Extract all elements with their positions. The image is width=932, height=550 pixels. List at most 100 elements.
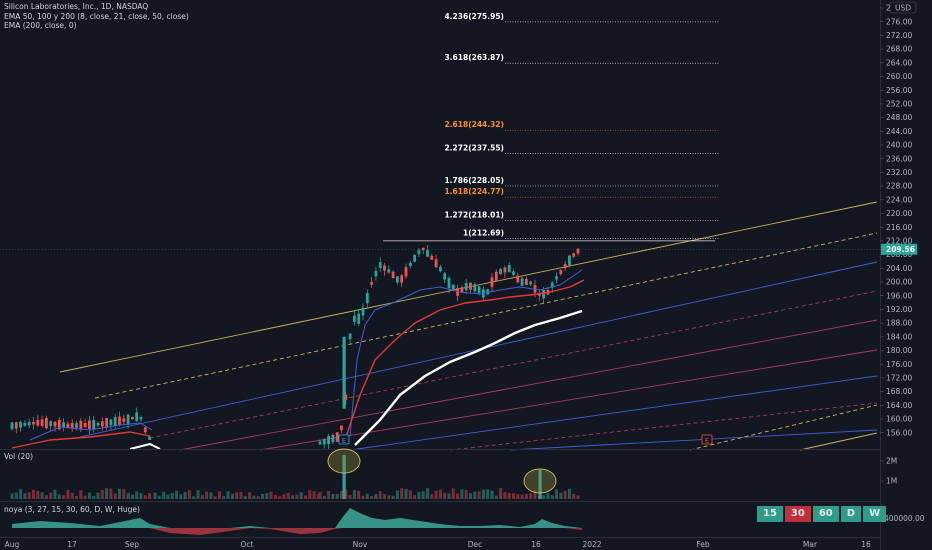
candle-body (327, 435, 330, 445)
fib-label: 2.618(244.32) (444, 120, 504, 129)
candle-body (486, 289, 490, 295)
oscillator-legend[interactable]: noya (3, 27, 15, 30, 60, D, W, Huge) (4, 505, 140, 514)
ema-50-line (129, 443, 161, 450)
candle-body (353, 315, 356, 322)
volume-bar (23, 493, 27, 499)
volume-bar (105, 488, 109, 499)
price-tick-label: 236.00 (886, 154, 912, 163)
price-tick-label: 160.00 (886, 415, 912, 424)
volume-bar (235, 492, 239, 499)
price-tick-label: 220.00 (886, 209, 912, 218)
timeframe-buttons: 15 30 60 D W (757, 506, 887, 522)
candle-body (342, 336, 346, 409)
candle-body (109, 419, 113, 426)
timeframe-15-button[interactable]: 15 (757, 506, 783, 522)
candle-body (83, 422, 87, 427)
candle-body (447, 278, 451, 288)
volume-bar (486, 489, 490, 499)
candle-body (572, 253, 576, 257)
volume-bar (209, 492, 213, 499)
candle-body (40, 419, 44, 426)
volume-bar (10, 493, 14, 499)
timeframe-d-button[interactable]: D (840, 506, 862, 522)
volume-bar (157, 495, 161, 499)
candle-body (391, 271, 395, 279)
volume-bar (196, 490, 200, 499)
candle-body (53, 421, 57, 427)
volume-bar (361, 495, 365, 499)
candle-body (494, 271, 498, 282)
timeframe-30-button[interactable]: 30 (784, 506, 811, 522)
fib-label: 3.618(263.87) (444, 53, 504, 62)
volume-bar (109, 488, 113, 499)
volume-bar (546, 493, 550, 499)
oscillator (0, 508, 880, 538)
time-tick-label: Dec (468, 540, 483, 549)
volume-bar (44, 495, 48, 499)
volume-bar (490, 490, 494, 499)
volume-bar (135, 491, 139, 499)
volume-bar (75, 495, 78, 499)
time-tick-label: Nov (353, 540, 368, 549)
candle-body (516, 275, 520, 283)
volume-bar (218, 491, 221, 499)
timeframe-60-button[interactable]: 60 (812, 506, 839, 522)
candle-body (568, 255, 571, 266)
candle-body (443, 273, 447, 280)
volume-bar (282, 494, 286, 499)
volume-bar (559, 492, 563, 499)
price-tick-label: 192.00 (886, 305, 912, 314)
time-axis[interactable]: Aug 17 Sep Oct Nov Dec 16 2022 Feb Mar 16 (5, 540, 871, 549)
candle-body (23, 422, 27, 426)
volume-bar (269, 491, 273, 499)
timeframe-w-button[interactable]: W (863, 506, 887, 522)
candle-body (66, 423, 70, 428)
time-tick-label: 16 (531, 540, 541, 549)
channel-line (59, 201, 878, 373)
volume-bar (222, 496, 226, 499)
candle-body (126, 414, 130, 424)
price-tick-label: 156.00 (886, 428, 912, 437)
volume-bar (148, 492, 152, 499)
volume-bar (516, 494, 520, 499)
ema-21-line (11, 431, 151, 449)
candle-body (490, 277, 494, 287)
candle-body (451, 284, 455, 291)
candle-body (404, 266, 408, 277)
candle-body (10, 422, 14, 430)
volume-bar (261, 493, 264, 499)
fib-label: 2.272(237.55) (444, 143, 504, 152)
earnings-marker-label: E (705, 437, 709, 445)
ema-legend[interactable]: EMA 50, 100 y 200 (8, close, 21, close, … (4, 12, 189, 21)
volume-legend[interactable]: Vol (20) (4, 452, 34, 461)
price-tick-label: 240.00 (886, 141, 912, 150)
candle-body (105, 418, 108, 428)
volume-bar (226, 491, 230, 499)
volume-tick-label: 1M (886, 477, 897, 486)
candlesticks (10, 245, 580, 449)
volume-bar (113, 493, 117, 499)
fib-label: 4.236(275.95) (444, 12, 504, 21)
volume-bar (567, 488, 571, 499)
candle-body (512, 271, 515, 275)
ema-lines (11, 269, 585, 450)
candle-body (387, 269, 391, 273)
ema200-legend[interactable]: EMA (200, close, 0) (4, 21, 77, 30)
candle-body (563, 264, 567, 269)
volume-bar (170, 492, 174, 499)
volume-bars (0, 448, 880, 502)
candle-body (400, 275, 404, 283)
volume-bar (451, 488, 455, 499)
volume-bar (252, 495, 256, 499)
candle-body (49, 421, 53, 427)
volume-bar (130, 494, 134, 499)
candle-body (348, 333, 352, 340)
volume-bar (79, 490, 83, 499)
volume-bar (32, 489, 35, 499)
time-tick-label: 2022 (582, 540, 601, 549)
volume-bar (481, 489, 485, 499)
volume-bar (473, 491, 477, 499)
volume-bar (342, 455, 346, 499)
